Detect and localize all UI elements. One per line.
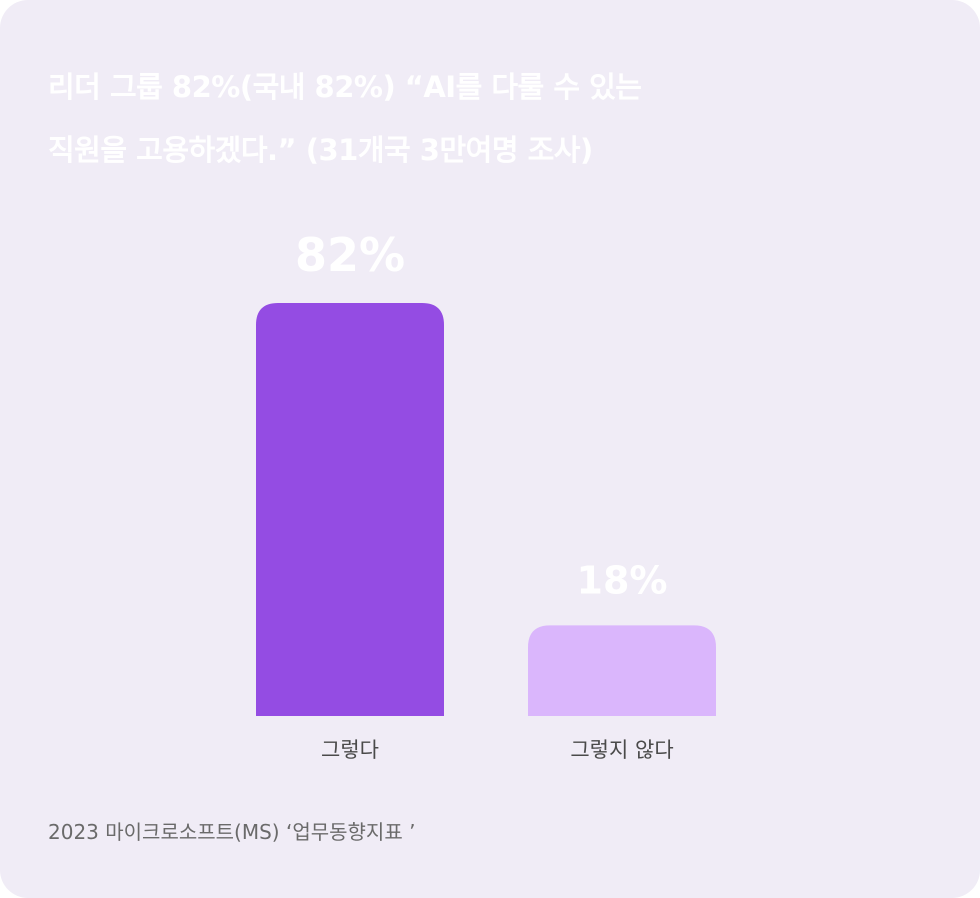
chart-title: 리더 그룹 82%(국내 82%) “AI를 다룰 수 있는 직원을 고용하겠다… — [48, 56, 808, 182]
title-line-1: 리더 그룹 82%(국내 82%) “AI를 다룰 수 있는 — [48, 70, 642, 104]
category-label-2: 그렇지 않다 — [570, 738, 673, 762]
bar-2 — [528, 625, 716, 716]
value-label-2: 18% — [577, 558, 668, 602]
bar-1 — [256, 303, 444, 716]
category-label-1: 그렇다 — [321, 738, 379, 762]
title-line-2: 직원을 고용하겠다.” (31개국 3만여명 조사) — [48, 133, 593, 167]
value-label-1: 82% — [295, 228, 405, 282]
source-note: 2023 마이크로소프트(MS) ‘업무동향지표 ’ — [48, 820, 416, 844]
